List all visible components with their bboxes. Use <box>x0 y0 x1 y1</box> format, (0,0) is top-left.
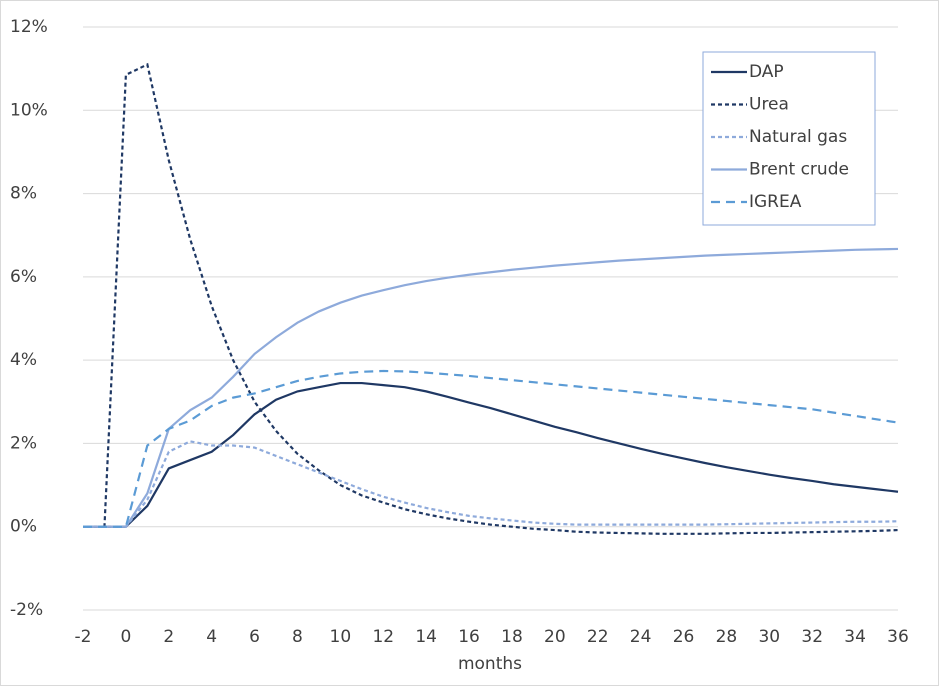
x-tick-label: 30 <box>758 627 780 647</box>
x-tick-label: 2 <box>163 627 174 647</box>
x-tick-label: 26 <box>673 627 695 647</box>
x-tick-label: 18 <box>501 627 523 647</box>
series-line <box>83 440 899 528</box>
legend-label: DAP <box>749 62 784 82</box>
y-tick-label: 6% <box>10 267 37 287</box>
y-tick-label: -2% <box>10 600 43 620</box>
y-tick-label: 4% <box>10 350 37 370</box>
x-tick-label: 4 <box>206 627 217 647</box>
y-tick-label: 0% <box>10 517 37 537</box>
legend-label: Urea <box>749 95 789 115</box>
x-tick-label: -2 <box>75 627 92 647</box>
y-tick-label: 10% <box>10 100 48 120</box>
x-tick-label: 8 <box>292 627 303 647</box>
x-tick-label: 10 <box>330 627 352 647</box>
x-tick-label: 22 <box>587 627 609 647</box>
y-tick-label: 12% <box>10 17 48 37</box>
series-line <box>83 62 899 535</box>
legend-label: Natural gas <box>749 127 847 147</box>
x-tick-label: 34 <box>844 627 866 647</box>
y-tick-label: 2% <box>10 433 37 453</box>
x-tick-label: 6 <box>249 627 260 647</box>
x-tick-label: 28 <box>716 627 738 647</box>
series-line <box>83 247 899 528</box>
x-tick-label: 32 <box>801 627 823 647</box>
x-tick-label: 16 <box>458 627 480 647</box>
legend-box <box>702 51 876 226</box>
x-tick-label: 20 <box>544 627 566 647</box>
legend-label: Brent crude <box>749 160 849 180</box>
x-tick-label: 24 <box>630 627 652 647</box>
x-tick-label: 14 <box>415 627 437 647</box>
x-tick-label: 36 <box>887 627 909 647</box>
x-tick-label: 0 <box>120 627 131 647</box>
x-tick-label: 12 <box>372 627 394 647</box>
y-tick-label: 8% <box>10 184 37 204</box>
series-line <box>83 369 899 528</box>
legend-label: IGREA <box>749 192 802 212</box>
x-axis-label: months <box>458 654 522 674</box>
